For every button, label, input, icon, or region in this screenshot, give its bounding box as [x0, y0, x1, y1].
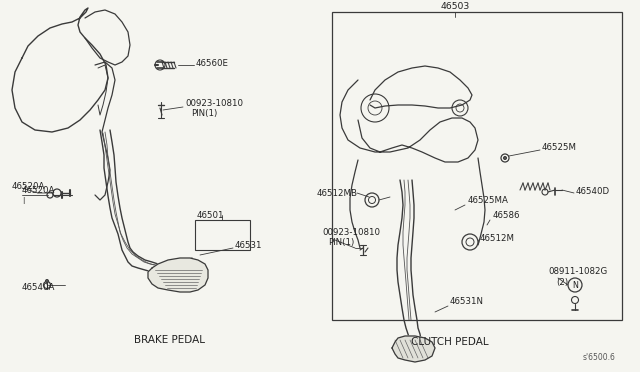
Text: s'6500.6: s'6500.6	[582, 353, 615, 362]
Text: 00923-10810: 00923-10810	[185, 99, 243, 108]
Text: 46586: 46586	[493, 211, 520, 219]
Text: 08911-1082G: 08911-1082G	[548, 267, 607, 276]
Text: 46540A: 46540A	[22, 283, 56, 292]
Text: 46512MB: 46512MB	[317, 189, 358, 198]
Text: (2): (2)	[556, 278, 568, 286]
Circle shape	[45, 279, 49, 282]
Text: PIN(1): PIN(1)	[191, 109, 217, 118]
Text: 46503: 46503	[440, 1, 470, 10]
Text: 46531N: 46531N	[450, 298, 484, 307]
Text: N: N	[572, 280, 578, 289]
Polygon shape	[392, 336, 435, 362]
Circle shape	[504, 157, 506, 160]
Text: 46512M: 46512M	[480, 234, 515, 243]
Text: CLUTCH PEDAL: CLUTCH PEDAL	[411, 337, 489, 347]
Text: 46560E: 46560E	[196, 58, 229, 67]
Text: 00923-10810: 00923-10810	[322, 228, 380, 237]
Text: 46525M: 46525M	[542, 142, 577, 151]
Text: 46520A: 46520A	[12, 182, 45, 190]
Text: PIN(1): PIN(1)	[328, 237, 355, 247]
Bar	[195, 220, 250, 250]
Text: BRAKE PEDAL: BRAKE PEDAL	[134, 335, 205, 345]
Polygon shape	[148, 258, 208, 292]
Text: 46520A: 46520A	[22, 186, 56, 195]
Bar	[332, 12, 622, 320]
Text: |: |	[22, 196, 24, 203]
Text: 46501: 46501	[196, 211, 224, 219]
Text: 46540D: 46540D	[576, 186, 610, 196]
Text: 46531: 46531	[235, 241, 262, 250]
Text: 46525MA: 46525MA	[468, 196, 509, 205]
